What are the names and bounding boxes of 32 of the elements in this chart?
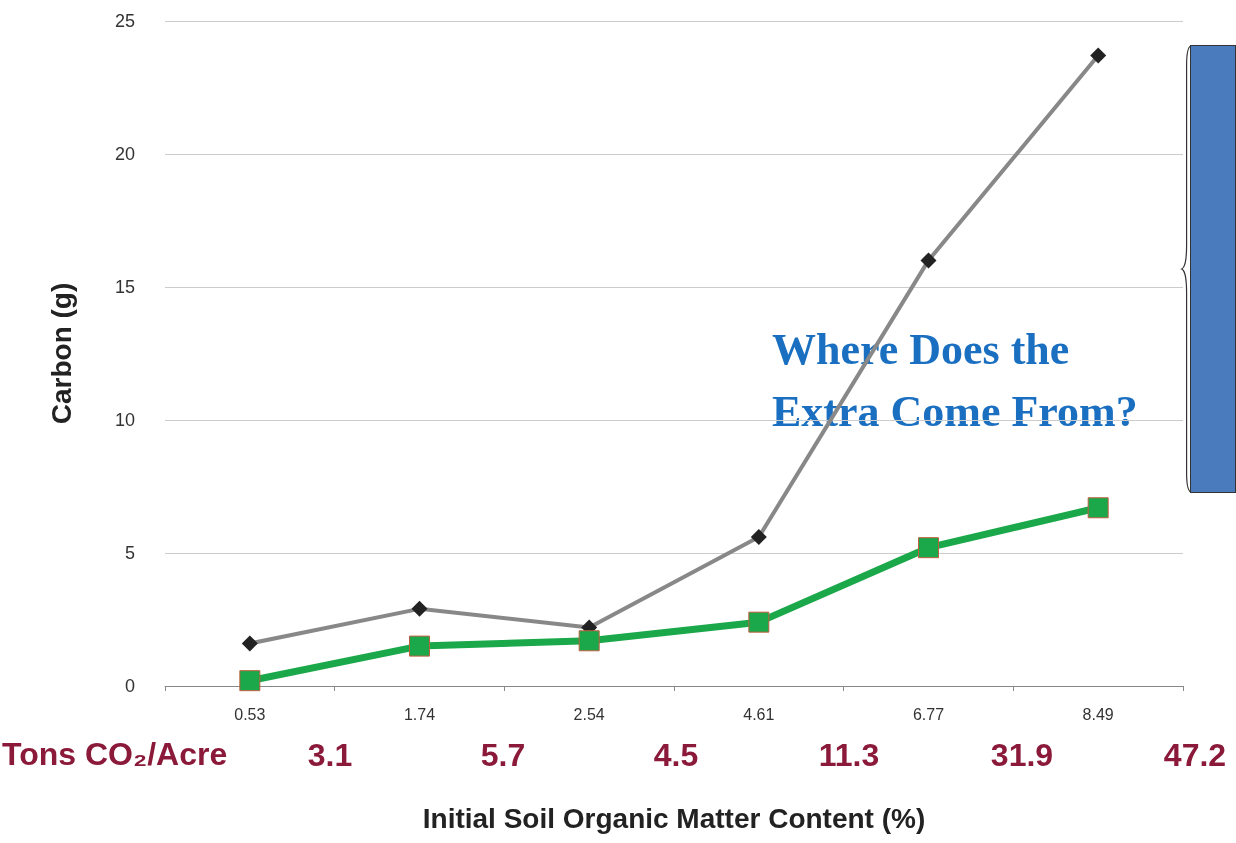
text: 11.3 <box>818 737 880 773</box>
x-axis-title: Initial Soil Organic Matter Content (%) <box>422 802 926 834</box>
point <box>750 529 767 546</box>
point <box>1090 47 1107 64</box>
text: 4.5 <box>653 737 699 773</box>
point <box>748 611 770 633</box>
x-tick-label: 4.61 <box>743 705 775 723</box>
y-tick-label: 10 <box>114 410 135 430</box>
text: 5.7 <box>480 737 526 773</box>
text: Tons CO₂/Acre <box>2 736 228 772</box>
x-tick-label: 2.54 <box>573 705 605 723</box>
x-tick-label: 6.77 <box>912 705 945 723</box>
point <box>239 670 261 692</box>
y-tick-label: 5 <box>124 543 135 563</box>
y-tick-label: 0 <box>124 676 135 696</box>
point <box>409 635 430 657</box>
y-tick-label: 15 <box>114 277 135 297</box>
x-tick-label: 8.49 <box>1082 705 1114 723</box>
x-tick-label: 0.53 <box>234 705 266 723</box>
y-axis-title: Carbon (g) <box>45 282 77 425</box>
x-tick-label: 1.74 <box>403 705 436 723</box>
point <box>920 252 937 269</box>
point <box>578 630 600 652</box>
y-tick-label: 25 <box>114 11 135 31</box>
point <box>411 600 428 617</box>
point <box>241 635 258 652</box>
point <box>1087 497 1109 519</box>
text: 47.2 <box>1163 737 1227 773</box>
text: 3.1 <box>307 737 353 773</box>
y-tick-label: 20 <box>114 144 135 164</box>
point <box>918 537 939 559</box>
text: 31.9 <box>990 737 1054 773</box>
